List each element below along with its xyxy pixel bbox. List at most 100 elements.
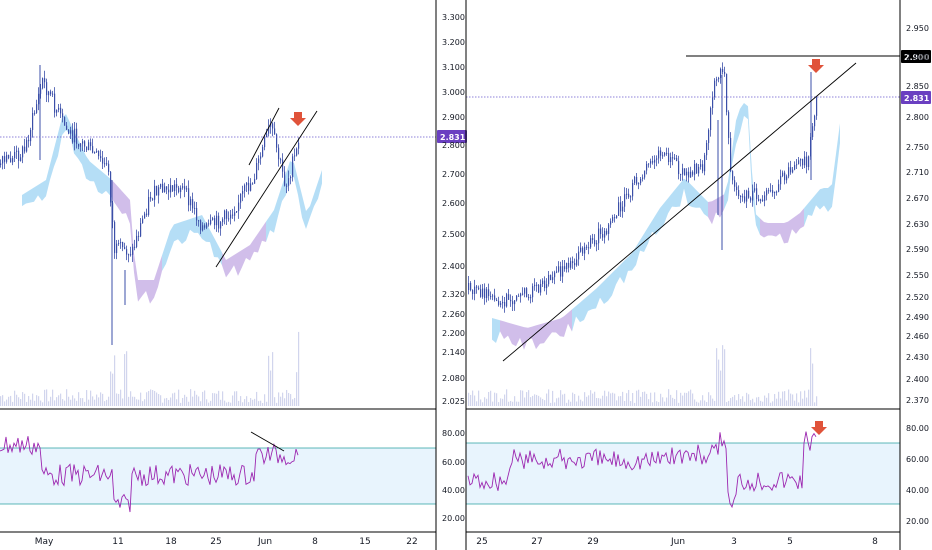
ichimoku-cloud-bullish [86,155,90,182]
candle-body [146,213,148,215]
volume-bar [544,400,546,406]
volume-bar [810,348,812,406]
left-time-tick: 15 [359,537,370,547]
candle-body [122,242,124,248]
candle-body [280,159,282,161]
candle-body [174,184,176,191]
left-price-tick: 2.140 [442,348,465,357]
candle-body [8,154,10,159]
candle-body [160,183,162,188]
candle-body [276,134,278,148]
volume-bar [118,393,120,406]
candle-body [56,109,58,113]
candle-body [130,254,132,256]
candle-body [28,139,30,142]
ichimoku-cloud-bearish [760,218,764,238]
candle-body [234,212,236,216]
candle-body [772,190,774,194]
ichimoku-cloud-bullish [672,188,676,208]
volume-bar [240,396,242,406]
candle-body [510,299,512,302]
right-rsi-tick: 80.00 [906,424,929,433]
ichimoku-cloud-bullish [680,178,684,207]
candle-body [248,182,250,191]
volume-bar [570,401,572,406]
volume-bar [44,389,46,406]
candle-body [596,243,598,245]
volume-bar [670,394,672,406]
volume-bar [210,400,212,406]
volume-bar [646,393,648,406]
candle-body [624,194,626,207]
right-rsi-band [466,443,900,504]
candle-body [574,263,576,266]
candle-body [650,161,652,164]
volume-bar [682,395,684,406]
right-price-tick: 2.400 [906,375,929,384]
volume-bar [650,392,652,406]
ichimoku-cloud-bullish [684,178,688,206]
candle-body [478,287,480,290]
volume-bar [216,393,218,406]
candle-body [520,293,522,297]
volume-bar [756,397,758,406]
candle-body [778,184,780,192]
ichimoku-cloud-bullish [700,193,704,215]
volume-bar [252,399,254,406]
volume-bar [234,391,236,406]
candle-body [740,195,742,197]
ichimoku-cloud-bullish [836,123,840,177]
volume-bar [558,397,560,406]
volume-bar [770,402,772,406]
ichimoku-cloud-bearish [154,267,158,298]
ichimoku-cloud-bullish [668,193,672,214]
candle-body [226,210,228,219]
ichimoku-cloud-bearish [142,280,146,297]
candle-body [788,167,790,177]
candle-body [54,93,56,113]
left-time-tick: 25 [210,537,221,547]
candle-body [634,176,636,183]
candle-body [684,168,686,176]
left-price-tick: 2.025 [442,397,465,406]
volume-bar [680,392,682,406]
volume-bar [120,389,122,406]
ichimoku-cloud-bearish [800,208,804,229]
volume-bar [564,393,566,406]
candle-body [576,259,578,266]
ichimoku-cloud-bullish [620,261,624,284]
volume-bar [4,401,6,406]
left-last-price-label: 2.831 [440,133,466,142]
candle-body [802,159,804,166]
volume-bar [472,390,474,406]
candle-body [264,137,266,148]
volume-bar [586,396,588,406]
ichimoku-cloud-bearish [532,325,536,350]
candle-body [558,266,560,272]
candle-body [162,183,164,193]
ichimoku-cloud-bearish [222,252,226,278]
candle-body [692,171,694,175]
ichimoku-cloud-bullish [274,197,278,233]
ichimoku-cloud-bearish [508,322,512,345]
candle-body [90,142,92,147]
candle-body [42,78,44,89]
ichimoku-cloud-bearish [784,221,788,244]
volume-bar [600,398,602,406]
right-rsi-tick: 40.00 [906,486,929,495]
ichimoku-cloud-bullish [584,295,588,321]
candle-body [628,193,630,198]
volume-bar [684,392,686,406]
ichimoku-cloud-bullish [42,180,46,201]
right-time-tick: 3 [731,537,737,547]
candle-body [610,221,612,225]
ichimoku-cloud-bearish [764,222,768,238]
volume-bar [532,395,534,406]
candle-body [172,185,174,191]
volume-bar [762,401,764,406]
candle-body [272,123,274,129]
candle-body [812,126,814,138]
volume-bar [752,398,754,406]
volume-bar [160,395,162,406]
volume-bar [72,395,74,406]
